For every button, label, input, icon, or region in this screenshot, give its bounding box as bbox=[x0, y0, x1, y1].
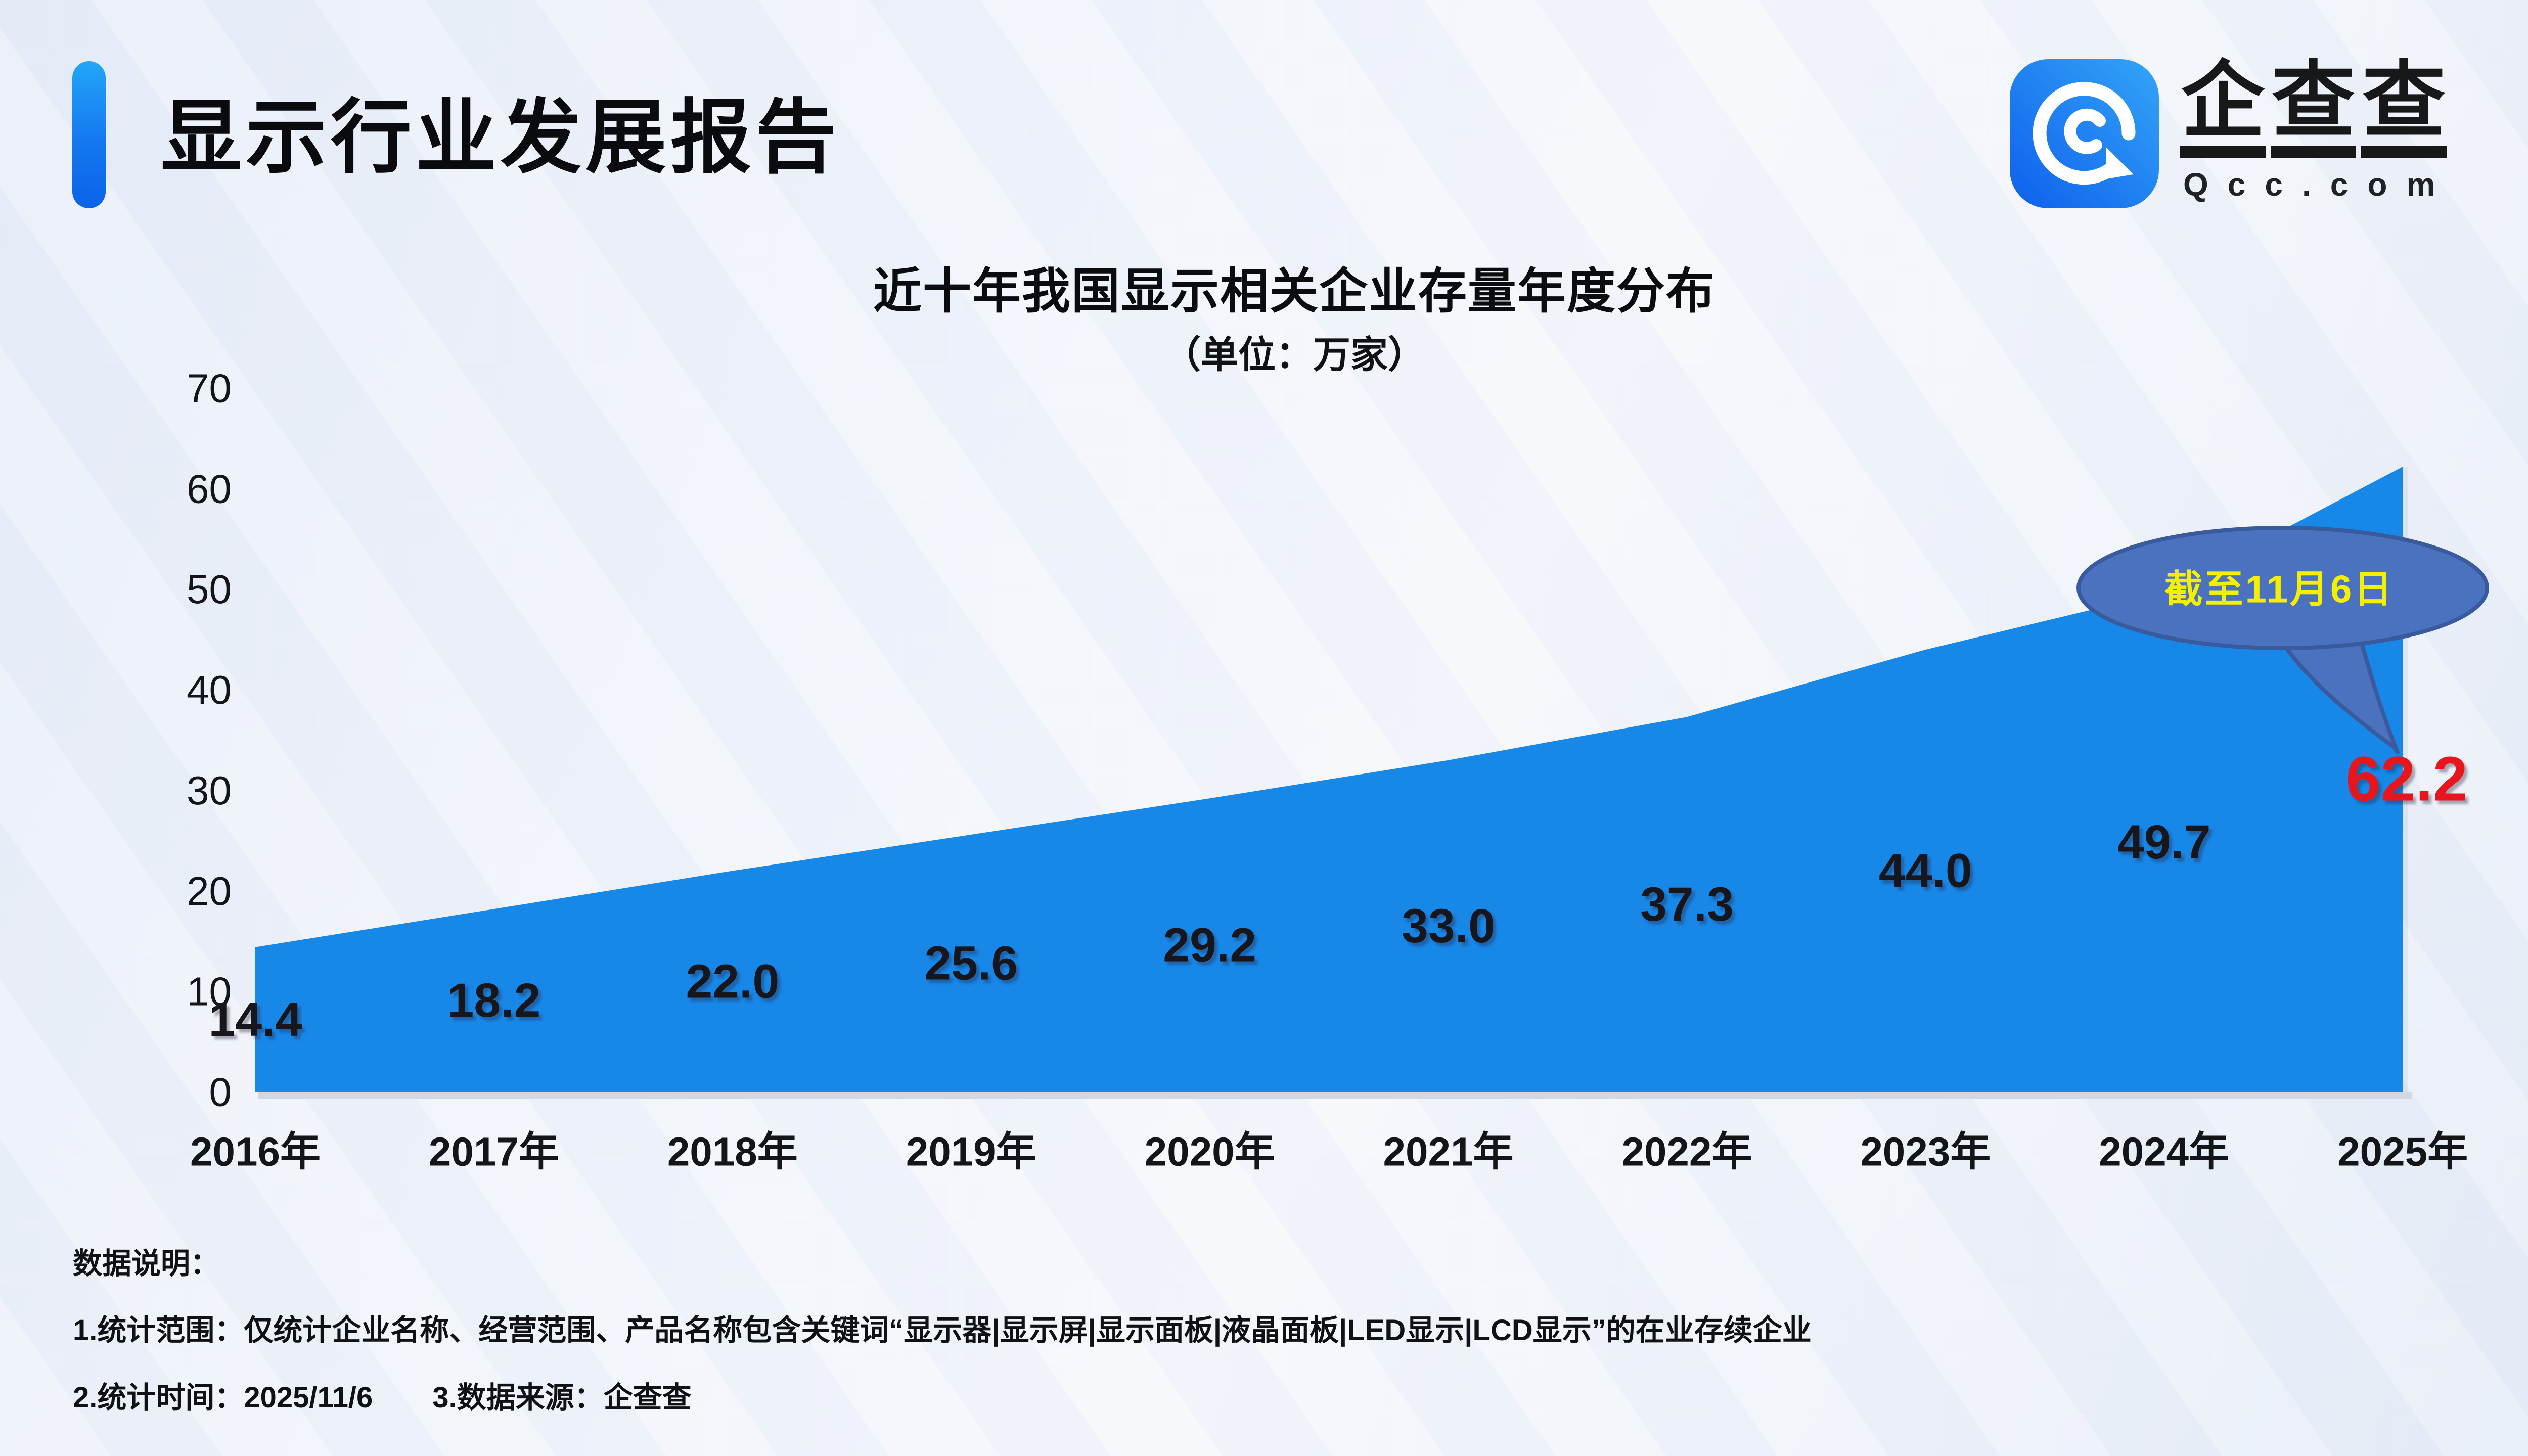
callout-tail bbox=[2279, 636, 2400, 754]
logo-char: 企 bbox=[2180, 59, 2266, 158]
x-axis-label: 2023年 bbox=[1860, 1129, 1991, 1174]
x-axis-label: 2018年 bbox=[667, 1129, 798, 1174]
note-scope: 1.统计范围：仅统计企业名称、经营范围、产品名称包含关键词“显示器|显示屏|显示… bbox=[73, 1314, 1812, 1347]
title-accent-bar bbox=[72, 61, 106, 208]
logo-text: 企 查 查 Qcc.com bbox=[2180, 59, 2454, 203]
data-label: 49.7 bbox=[2117, 815, 2211, 869]
area-baseline-shadow bbox=[258, 1092, 2412, 1099]
data-label: 22.0 bbox=[686, 954, 779, 1008]
logo-domain: Qcc.com bbox=[2183, 166, 2455, 203]
note-date: 2.统计时间：2025/11/6 bbox=[73, 1381, 373, 1414]
area-edge-shadow bbox=[2403, 467, 2408, 1092]
qcc-spiral-icon bbox=[2010, 59, 2159, 208]
y-tick-label: 60 bbox=[187, 466, 232, 511]
x-axis-label: 2017年 bbox=[429, 1129, 559, 1174]
notes-block: 数据说明： 1.统计范围：仅统计企业名称、经营范围、产品名称包含关键词“显示器|… bbox=[73, 1240, 1812, 1414]
notes-title: 数据说明： bbox=[73, 1247, 220, 1280]
x-axis-label: 2025年 bbox=[2337, 1129, 2468, 1174]
y-tick-label: 50 bbox=[187, 567, 232, 612]
x-axis-label: 2019年 bbox=[906, 1129, 1036, 1174]
y-tick-label: 40 bbox=[187, 667, 232, 712]
data-label: 29.2 bbox=[1163, 919, 1256, 972]
note-source: 3.数据来源：企查查 bbox=[432, 1381, 692, 1414]
logo-char: 查 bbox=[2271, 59, 2356, 158]
x-axis-label: 2022年 bbox=[1621, 1129, 1752, 1174]
callout-label: 截至11月6日 bbox=[2164, 568, 2395, 611]
note-meta: 2.统计时间：2025/11/6 3.数据来源：企查查 bbox=[73, 1374, 692, 1416]
chart-subtitle: （单位：万家） bbox=[1163, 334, 1425, 376]
x-axis-label: 2020年 bbox=[1145, 1129, 1275, 1174]
data-label: 18.2 bbox=[447, 974, 540, 1027]
x-axis-label: 2024年 bbox=[2099, 1129, 2229, 1174]
logo-char: 查 bbox=[2361, 59, 2447, 158]
x-axis-label: 2016年 bbox=[190, 1129, 321, 1174]
y-tick-label: 10 bbox=[187, 969, 232, 1014]
x-axis-label: 2021年 bbox=[1383, 1129, 1514, 1174]
y-tick-label: 30 bbox=[187, 768, 232, 813]
chart-title: 近十年我国显示相关企业存量年度分布 bbox=[873, 264, 1716, 318]
qcc-logo: 企 查 查 Qcc.com bbox=[2010, 59, 2454, 208]
data-label-current: 62.2 bbox=[2345, 745, 2467, 814]
y-tick-label: 20 bbox=[187, 869, 232, 914]
logo-wordmark: 企 查 查 bbox=[2180, 59, 2454, 158]
data-label: 25.6 bbox=[924, 936, 1018, 990]
chart-area bbox=[255, 467, 2403, 1092]
data-label: 14.4 bbox=[209, 993, 302, 1046]
y-tick-label: 0 bbox=[209, 1070, 232, 1115]
data-label: 44.0 bbox=[1879, 844, 1972, 898]
callout-bubble bbox=[2076, 526, 2489, 650]
y-tick-label: 70 bbox=[187, 366, 232, 411]
data-label: 33.0 bbox=[1402, 899, 1495, 953]
page-title: 显示行业发展报告 bbox=[161, 92, 841, 183]
data-label: 37.3 bbox=[1640, 878, 1734, 931]
